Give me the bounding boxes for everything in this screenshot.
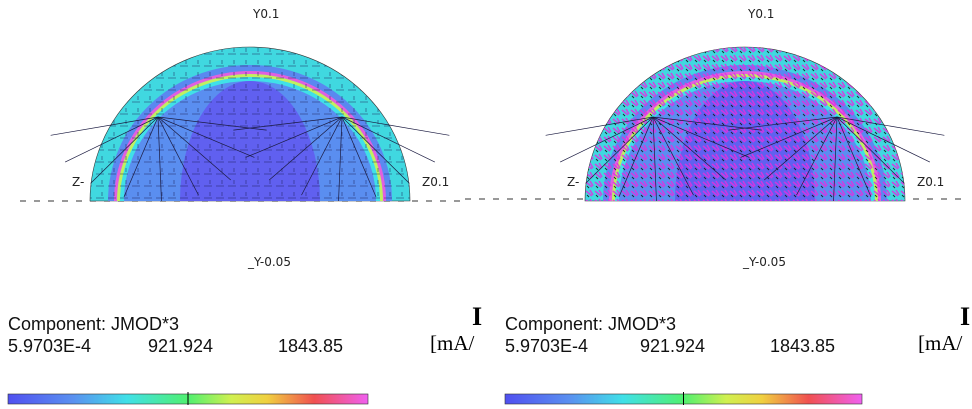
field-line: [559, 116, 654, 163]
axis-label-left: Z-: [72, 175, 84, 189]
field-line: [545, 116, 654, 136]
field-line: [157, 116, 231, 181]
unit-symbol: I: [472, 302, 482, 331]
field-line: [90, 116, 159, 184]
field-line: [618, 116, 654, 198]
vectors: [585, 47, 905, 201]
legend-min: 5.9703E-4: [505, 336, 588, 356]
field-plot: Y0.1 Z- Z0.1 _Y-0.05: [20, 7, 465, 269]
unit: [mA/: [918, 331, 962, 355]
field-line: [341, 116, 450, 136]
field-line: [301, 116, 343, 196]
field-line: [652, 116, 750, 158]
field-line: [341, 116, 410, 184]
legend-title: Component: JMOD*3: [505, 314, 676, 334]
field-line: [233, 116, 343, 131]
field-line: [796, 116, 838, 196]
legend-min: 5.9703E-4: [8, 336, 91, 356]
field-line: [157, 116, 162, 201]
field-line: [338, 116, 343, 201]
axis-label-top: Y0.1: [252, 7, 279, 21]
field-line: [157, 116, 255, 158]
field-line: [652, 116, 657, 201]
field-line: [836, 116, 945, 136]
axis-label-bottom: _Y-0.05: [247, 255, 291, 269]
axis-label-bottom: _Y-0.05: [742, 255, 786, 269]
legend-max: 1843.85: [770, 336, 835, 356]
field-line: [836, 116, 872, 198]
unit-symbol: I: [960, 302, 970, 331]
field-line: [764, 116, 838, 181]
field-line: [123, 116, 159, 198]
field-line: [269, 116, 343, 181]
vectors: [90, 47, 410, 201]
field-line: [836, 116, 931, 163]
axis-label-top: Y0.1: [747, 7, 774, 21]
unit: [mA/: [430, 331, 474, 355]
legend-mid: 921.924: [640, 336, 705, 356]
field-line: [157, 116, 267, 131]
field-line: [341, 116, 377, 198]
field-line: [157, 116, 199, 196]
legend-max: 1843.85: [278, 336, 343, 356]
field-line: [245, 116, 343, 158]
field-line: [652, 116, 762, 131]
field-line: [50, 116, 159, 136]
field-plot: Y0.1 Z- Z0.1 _Y-0.05: [465, 7, 965, 269]
legend-mid: 921.924: [148, 336, 213, 356]
field-line: [728, 116, 838, 131]
field-line: [833, 116, 838, 201]
field-line: [836, 116, 905, 184]
field-line: [64, 116, 159, 163]
legend-title: Component: JMOD*3: [8, 314, 179, 334]
axis-label-right: Z0.1: [422, 175, 449, 189]
field-line: [585, 116, 654, 184]
axis-label-right: Z0.1: [917, 175, 944, 189]
field-line: [652, 116, 726, 181]
field-line: [341, 116, 436, 163]
field-line: [740, 116, 838, 158]
axis-label-left: Z-: [567, 175, 579, 189]
field-line: [652, 116, 694, 196]
